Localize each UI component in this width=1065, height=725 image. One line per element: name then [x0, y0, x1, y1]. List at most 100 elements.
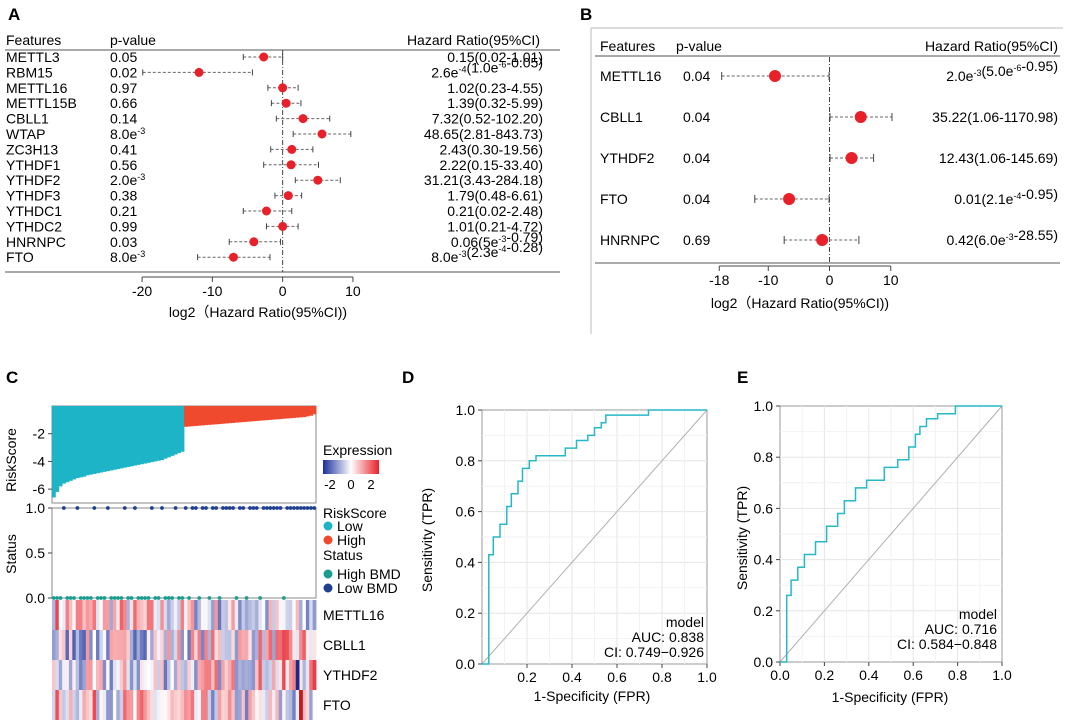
heatmap-cell: [265, 660, 270, 690]
status-point-low-bmd: [251, 506, 256, 510]
heatmap-cell: [96, 600, 100, 630]
heatmap-cell: [251, 660, 256, 690]
heatmap-cell: [204, 600, 209, 630]
heatmap-cell: [79, 660, 83, 690]
heatmap-cell: [72, 630, 77, 660]
forest-a-feature: ZC3H13: [6, 141, 58, 157]
heatmap-cell: [119, 690, 124, 720]
status-point-low-bmd: [278, 506, 283, 510]
roc-plot-d: 0.0 0.2 0.4 0.6 0.8 1.0 0.2 0.4 0.6 0.8 1.0 Sensit…: [419, 402, 717, 704]
roc-ytick-label: 0.8: [456, 453, 476, 469]
roc-d-legend-auc: AUC: 0.838: [632, 629, 705, 645]
riskscore-bar: [62, 406, 66, 484]
heatmap-cell: [248, 630, 253, 660]
heatmap-cell: [52, 600, 56, 630]
riskscore-bar: [238, 406, 242, 423]
forest-a-point: [261, 206, 271, 216]
forest-b-tick-label: -10: [758, 272, 778, 288]
forest-b-header-hr: Hazard Ratio(95%CI): [925, 38, 1058, 54]
heatmap-cell: [299, 690, 303, 720]
heatmap-cell: [180, 600, 185, 630]
riskscore-bar: [177, 406, 182, 454]
heatmap-cell: [167, 660, 171, 690]
heatmap-cell: [75, 600, 80, 630]
heatmap-cell: [82, 630, 87, 660]
forest-a-tick-label: 0: [279, 283, 287, 299]
riskscore-bar: [204, 406, 209, 426]
heatmap-cell: [89, 660, 94, 690]
heatmap-cell: [177, 690, 182, 720]
riskscore-bar: [150, 406, 154, 463]
heatmap-cell: [255, 630, 259, 660]
roc-xtick-label: 0.6: [607, 669, 627, 685]
forest-a-feature: YTHDC1: [6, 203, 62, 219]
heatmap-cell: [136, 600, 141, 630]
forest-plot-b: Features p-value Hazard Ratio(95%CI) MET…: [590, 27, 1063, 334]
riskscore-bar: [167, 406, 171, 458]
riskscore-bar: [299, 406, 303, 418]
heatmap-cell: [102, 600, 107, 630]
riskscore-bar: [109, 406, 114, 471]
heatmap-cell: [312, 660, 317, 690]
heatmap-cell: [133, 630, 138, 660]
heatmap-cell: [194, 660, 198, 690]
riskscore-bar: [288, 406, 293, 419]
status-point-high-bmd: [68, 596, 73, 600]
forest-a-point: [278, 221, 288, 231]
riskscore-bar: [187, 406, 192, 427]
heatmap-cell: [126, 660, 131, 690]
legend-status-title: Status: [323, 547, 363, 563]
legend-low-bmd-label: Low BMD: [337, 580, 398, 596]
forest-a-hr-label: 2.43(0.30-19.56): [439, 141, 543, 157]
heatmap-cell: [143, 600, 148, 630]
status-point-high-bmd: [156, 596, 161, 600]
heatmap-cell: [200, 630, 205, 660]
status-point-high-bmd: [217, 596, 222, 600]
roc-xtick-label: 0.4: [859, 667, 879, 683]
heatmap-cell: [173, 690, 178, 720]
heatmap-cell: [156, 600, 161, 630]
status-point-high-bmd: [170, 596, 175, 600]
status-point-high-bmd: [180, 596, 185, 600]
forest-b-hr-label: 0.01(2.1e-4-0.95): [954, 186, 1058, 207]
riskscore-tick-label: -4: [33, 453, 46, 469]
heatmap-cell: [285, 660, 290, 690]
heatmap-cell: [109, 630, 114, 660]
heatmap-cell: [177, 660, 182, 690]
forest-a-feature: WTAP: [6, 126, 45, 142]
heatmap-cell: [272, 660, 276, 690]
heatmap-cell: [116, 660, 121, 690]
heatmap-cell: [82, 600, 87, 630]
legend-expression-tick-2: 2: [367, 477, 374, 492]
heatmap-cell: [58, 660, 63, 690]
heatmap-cell: [92, 660, 97, 690]
roc-curve: [482, 409, 707, 665]
legend-high-label: High: [337, 532, 366, 548]
forest-a-feature: METTL3: [6, 49, 60, 65]
heatmap-cell: [184, 690, 188, 720]
forest-b-pvalue: 0.04: [683, 191, 710, 207]
riskscore-bar: [116, 406, 121, 470]
heatmap-cell: [288, 660, 293, 690]
heatmap-cell: [228, 600, 232, 630]
heatmap-cell: [258, 600, 263, 630]
heatmap-cell: [312, 690, 317, 720]
heatmap-cell: [55, 660, 60, 690]
status-point-low-bmd: [224, 506, 229, 510]
riskscore-bar: [312, 406, 317, 415]
heatmap-cell: [167, 600, 171, 630]
heatmap-cell: [89, 690, 94, 720]
roc-ytick-label: 0.8: [754, 449, 774, 465]
roc-diagonal: [481, 409, 708, 665]
forest-a-pvalue: 0.66: [110, 95, 137, 111]
forest-a-point: [259, 52, 269, 62]
status-point-high-bmd: [126, 596, 131, 600]
status-point-low-bmd: [221, 506, 225, 510]
status-point-low-bmd: [160, 506, 164, 510]
heatmap-cell: [146, 690, 151, 720]
forest-b-tick-label: -18: [709, 272, 729, 288]
riskscore-bar: [102, 406, 107, 472]
roc-e-legend-auc: AUC: 0.716: [925, 621, 998, 637]
heatmap-cell: [146, 600, 151, 630]
riskscore-bar: [207, 406, 212, 425]
